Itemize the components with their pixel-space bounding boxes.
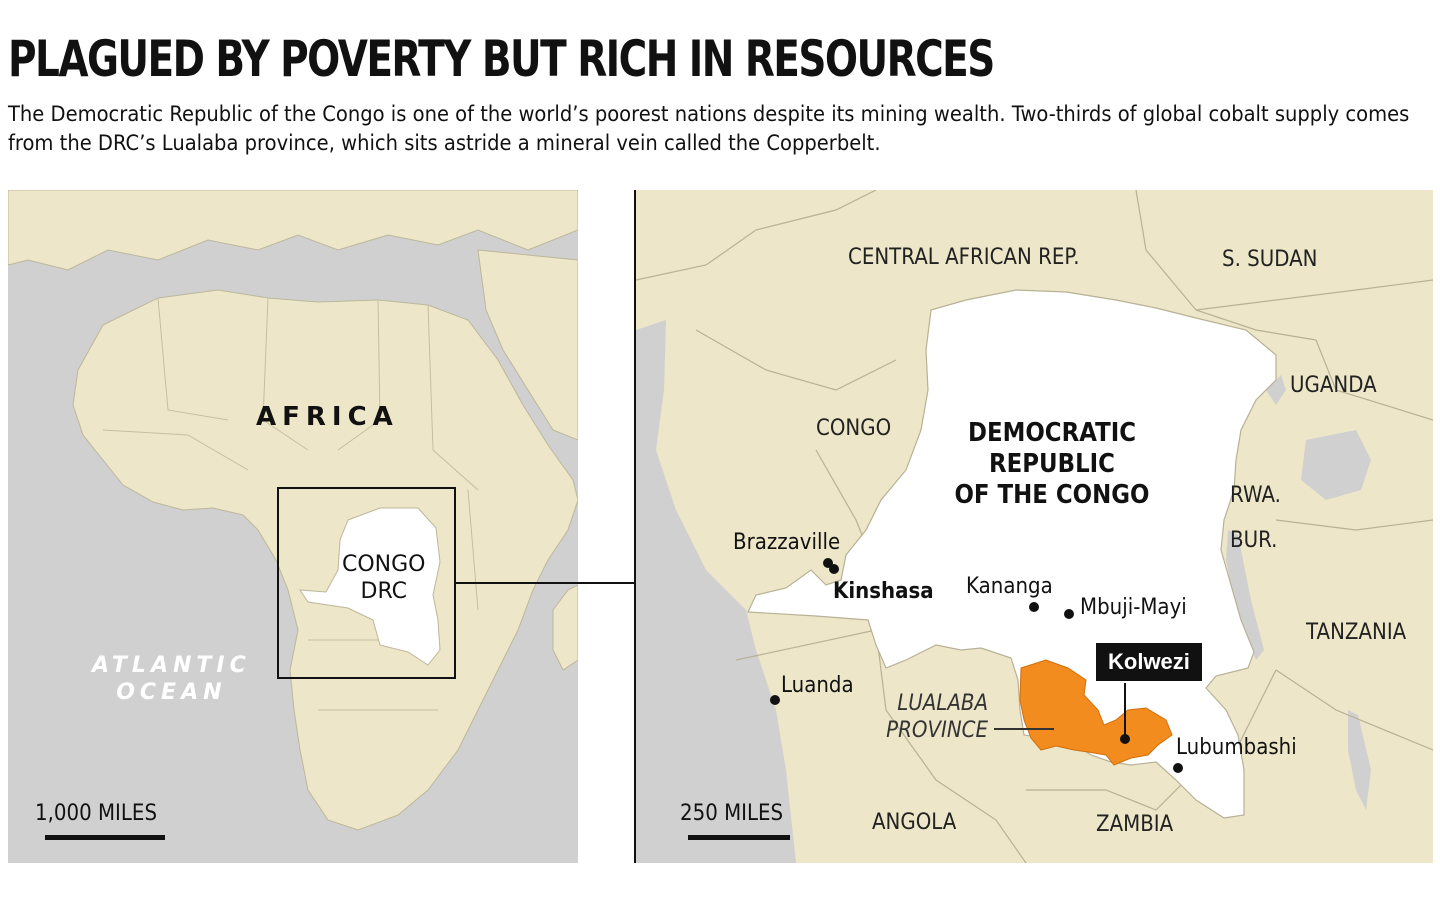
label-south-sudan: S. SUDAN [1222, 247, 1318, 272]
drc-label-line-2: REPUBLIC [989, 449, 1115, 479]
label-tanzania: TANZANIA [1306, 620, 1407, 645]
kinshasa-marker [829, 564, 839, 574]
drc-map-shapes [636, 190, 1433, 863]
drc-detail-map: CENTRAL AFRICAN REP. S. SUDAN UGANDA CON… [636, 190, 1433, 863]
label-burundi: BUR. [1230, 528, 1278, 553]
africa-landmass [72, 289, 578, 831]
drc-overview-line-1: CONGO [342, 552, 426, 577]
africa-map-shapes [8, 190, 578, 831]
drc-label-line-3: OF THE CONGO [954, 480, 1150, 510]
drc-overview-label: CONGO DRC [342, 551, 426, 605]
panel-divider [634, 190, 636, 863]
lubumbashi-marker [1173, 763, 1183, 773]
luanda-marker [770, 695, 780, 705]
label-angola: ANGOLA [872, 810, 957, 835]
right-scale-bar [688, 835, 790, 840]
label-kinshasa: Kinshasa [833, 579, 934, 604]
label-congo: CONGO [816, 416, 892, 441]
label-uganda: UGANDA [1290, 373, 1377, 398]
drc-overview-line-2: DRC [360, 579, 408, 604]
brazzaville-marker [823, 558, 833, 568]
africa-overview-map: AFRICA ATLANTIC OCEAN CONGO DRC 1,000 MI… [8, 190, 578, 863]
label-central-african-rep: CENTRAL AFRICAN REP. [848, 245, 1080, 270]
map-subtitle: The Democratic Republic of the Congo is … [8, 102, 1410, 155]
label-rwanda: RWA. [1230, 483, 1281, 508]
lualaba-province-label: LUALABA PROVINCE [851, 690, 988, 744]
province-label-line-2: PROVINCE [886, 718, 988, 743]
label-kananga: Kananga [966, 574, 1053, 599]
province-leader-line [994, 728, 1054, 730]
atlantic-water [636, 320, 796, 863]
province-label-line-1: LUALABA [897, 691, 988, 716]
lake-tanganyika [1226, 530, 1264, 660]
left-scale-label: 1,000 MILES [35, 801, 158, 826]
drc-shape-overview [299, 507, 441, 666]
left-scale-bar [45, 835, 165, 840]
europe-landmass [8, 190, 578, 271]
inset-connector-line [455, 582, 635, 584]
madagascar [552, 584, 578, 671]
map-title: PLAGUED BY POVERTY BUT RICH IN RESOURCES [8, 30, 995, 88]
atlantic-ocean-label: ATLANTIC OCEAN [92, 652, 251, 706]
kolwezi-marker [1120, 734, 1130, 744]
lualaba-province [1019, 659, 1173, 766]
drc-shape [747, 289, 1277, 819]
arabian-peninsula [477, 249, 578, 441]
label-lubumbashi: Lubumbashi [1176, 735, 1297, 760]
label-luanda: Luanda [781, 673, 854, 698]
drc-label-line-1: DEMOCRATIC [967, 418, 1137, 448]
ocean-label-line-1: ATLANTIC [92, 653, 251, 678]
kolwezi-callout: Kolwezi [1096, 643, 1202, 681]
mbuji-mayi-marker [1064, 609, 1074, 619]
label-brazzaville: Brazzaville [733, 530, 841, 555]
right-scale-label: 250 MILES [680, 801, 784, 826]
lake-albert [1266, 375, 1286, 405]
kolwezi-leader-line [1124, 683, 1126, 738]
ocean-label-line-2: OCEAN [116, 680, 227, 705]
drc-detail-label: DEMOCRATIC REPUBLIC OF THE CONGO [946, 418, 1157, 511]
lake-malawi [1348, 710, 1371, 810]
label-zambia: ZAMBIA [1096, 812, 1174, 837]
kananga-marker [1029, 602, 1039, 612]
africa-label: AFRICA [256, 402, 399, 432]
label-mbuji-mayi: Mbuji-Mayi [1080, 595, 1187, 620]
lake-victoria [1301, 430, 1371, 500]
